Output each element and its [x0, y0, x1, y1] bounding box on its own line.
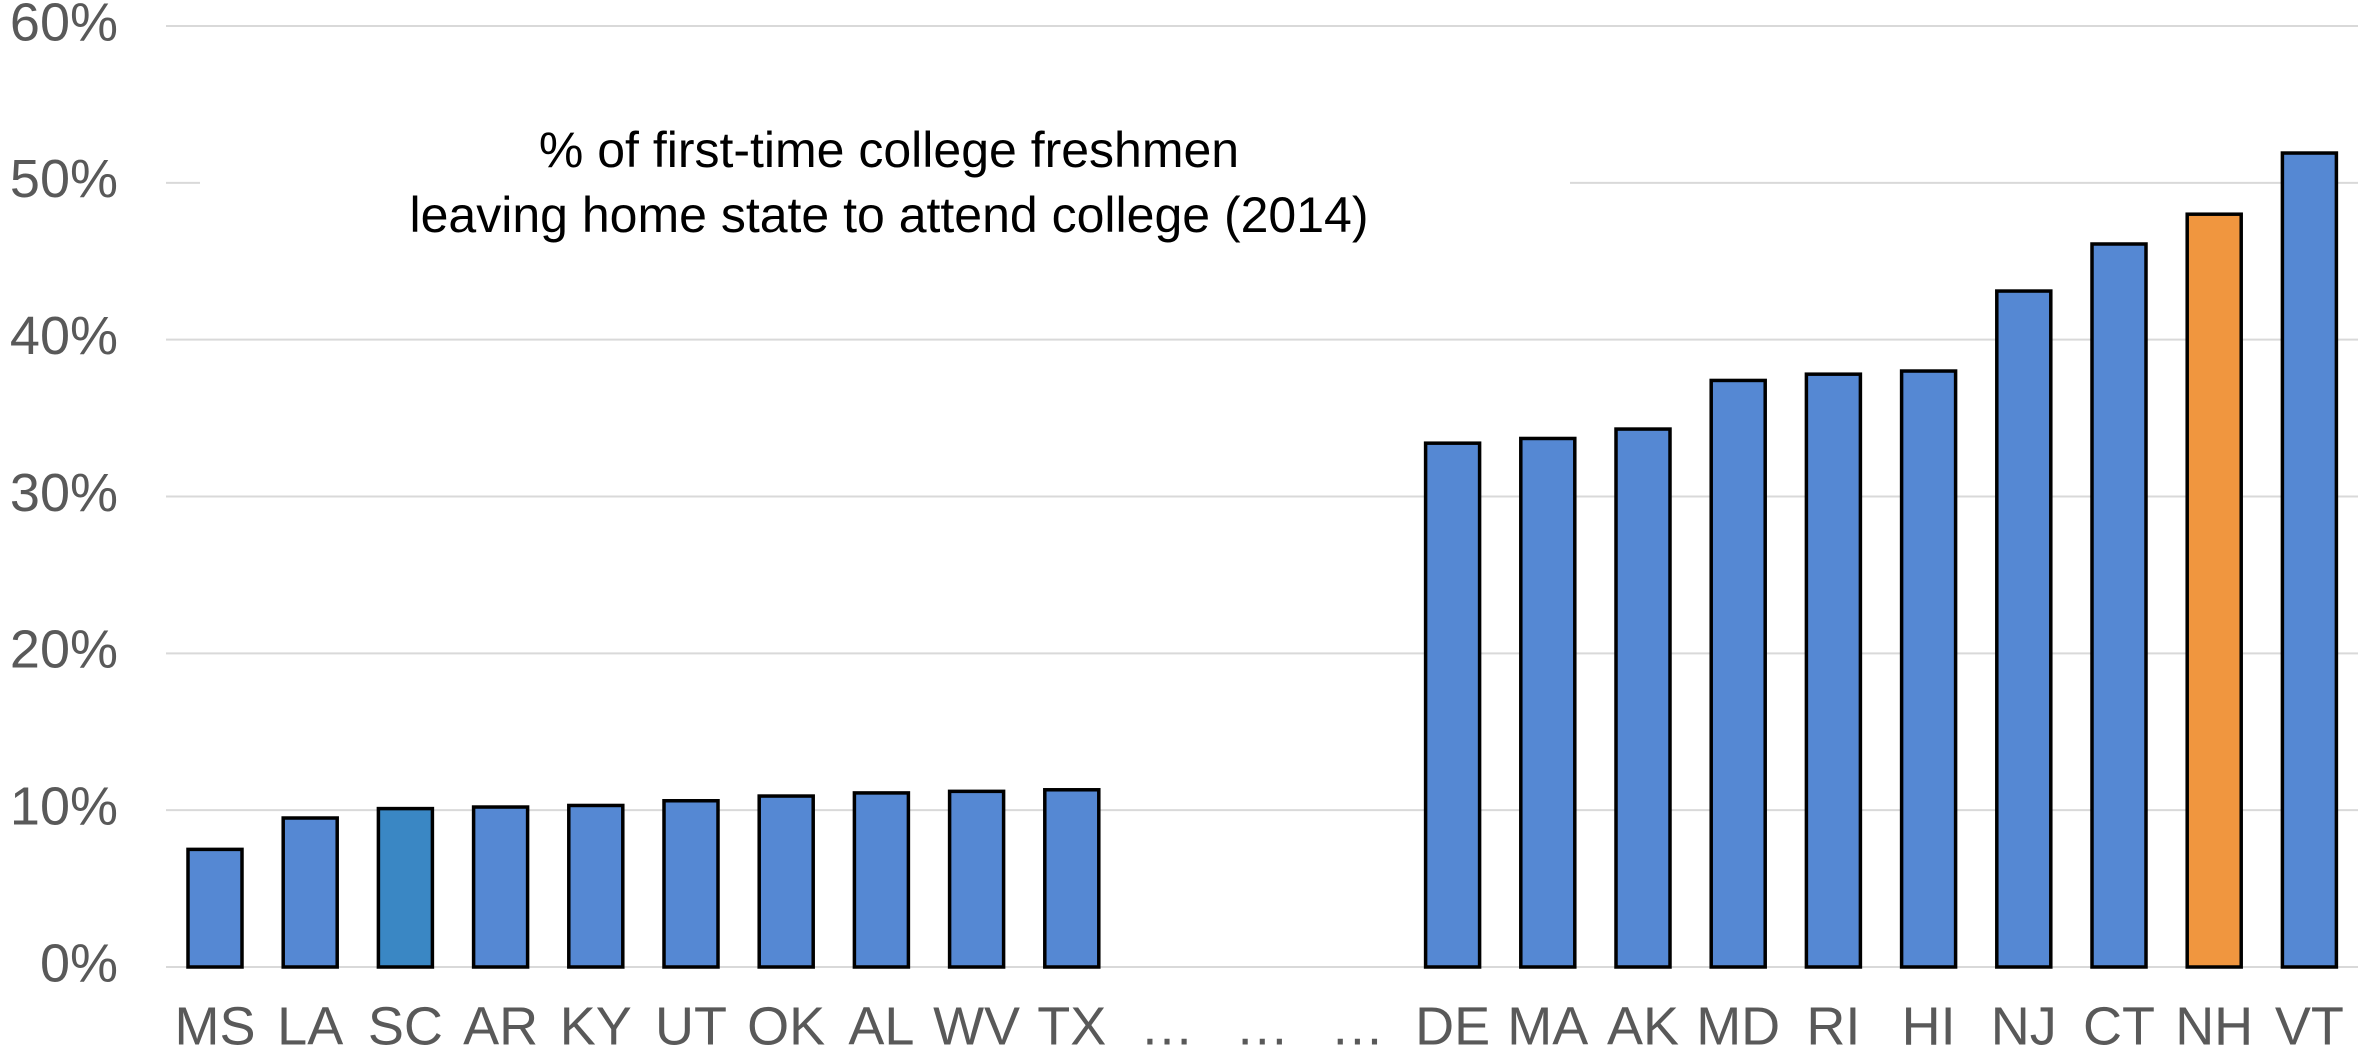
y-tick-label: 10%	[10, 776, 118, 836]
bar	[1995, 289, 2053, 969]
chart-title: % of first-time college freshmen	[539, 122, 1239, 178]
x-tick-label: WV	[933, 996, 1020, 1047]
bar	[1423, 441, 1482, 969]
x-tick-label: UT	[655, 996, 727, 1047]
bar	[1519, 436, 1577, 969]
bar	[1899, 369, 1958, 969]
bar	[2280, 151, 2339, 969]
x-tick-label: NH	[2175, 996, 2253, 1047]
bar	[947, 789, 1006, 969]
y-tick-label: 20%	[10, 620, 118, 680]
bar	[1709, 378, 1767, 969]
x-tick-label: AL	[848, 996, 914, 1047]
x-tick-label: …	[1140, 996, 1194, 1047]
x-tick-label: CT	[2083, 996, 2155, 1047]
x-tick-label: DE	[1415, 996, 1490, 1047]
bar	[376, 806, 435, 969]
x-tick-label: OK	[747, 996, 825, 1047]
x-tick-label: HI	[1902, 996, 1956, 1047]
x-tick-label: KY	[560, 996, 632, 1047]
bar	[471, 805, 530, 969]
x-tick-label: AR	[463, 996, 538, 1047]
x-tick-label: RI	[1806, 996, 1860, 1047]
x-tick-label: MA	[1507, 996, 1588, 1047]
x-tick-label: …	[1330, 996, 1384, 1047]
bar	[1043, 788, 1101, 969]
bar	[1614, 427, 1672, 969]
title-background	[200, 110, 1570, 260]
y-tick-label: 0%	[40, 933, 118, 993]
x-tick-label: …	[1235, 996, 1289, 1047]
bar	[281, 816, 339, 969]
x-tick-label: LA	[277, 996, 343, 1047]
bar	[1804, 372, 1863, 969]
y-tick-label: 60%	[10, 0, 118, 52]
bar	[567, 803, 625, 969]
bar	[757, 794, 815, 969]
y-tick-label: 40%	[10, 306, 118, 366]
x-tick-label: TX	[1037, 996, 1106, 1047]
x-tick-label: SC	[368, 996, 443, 1047]
bar	[662, 799, 720, 969]
x-tick-label: MS	[175, 996, 256, 1047]
x-tick-label: NJ	[1991, 996, 2057, 1047]
bar	[852, 791, 911, 969]
x-tick-label: VT	[2275, 996, 2344, 1047]
bar	[186, 847, 244, 969]
bar	[2090, 242, 2148, 969]
x-tick-label: MD	[1696, 996, 1780, 1047]
bar	[2185, 212, 2243, 969]
x-tick-label: AK	[1607, 996, 1679, 1047]
y-tick-label: 50%	[10, 149, 118, 209]
y-tick-label: 30%	[10, 463, 118, 523]
chart-title: leaving home state to attend college (20…	[410, 187, 1369, 243]
